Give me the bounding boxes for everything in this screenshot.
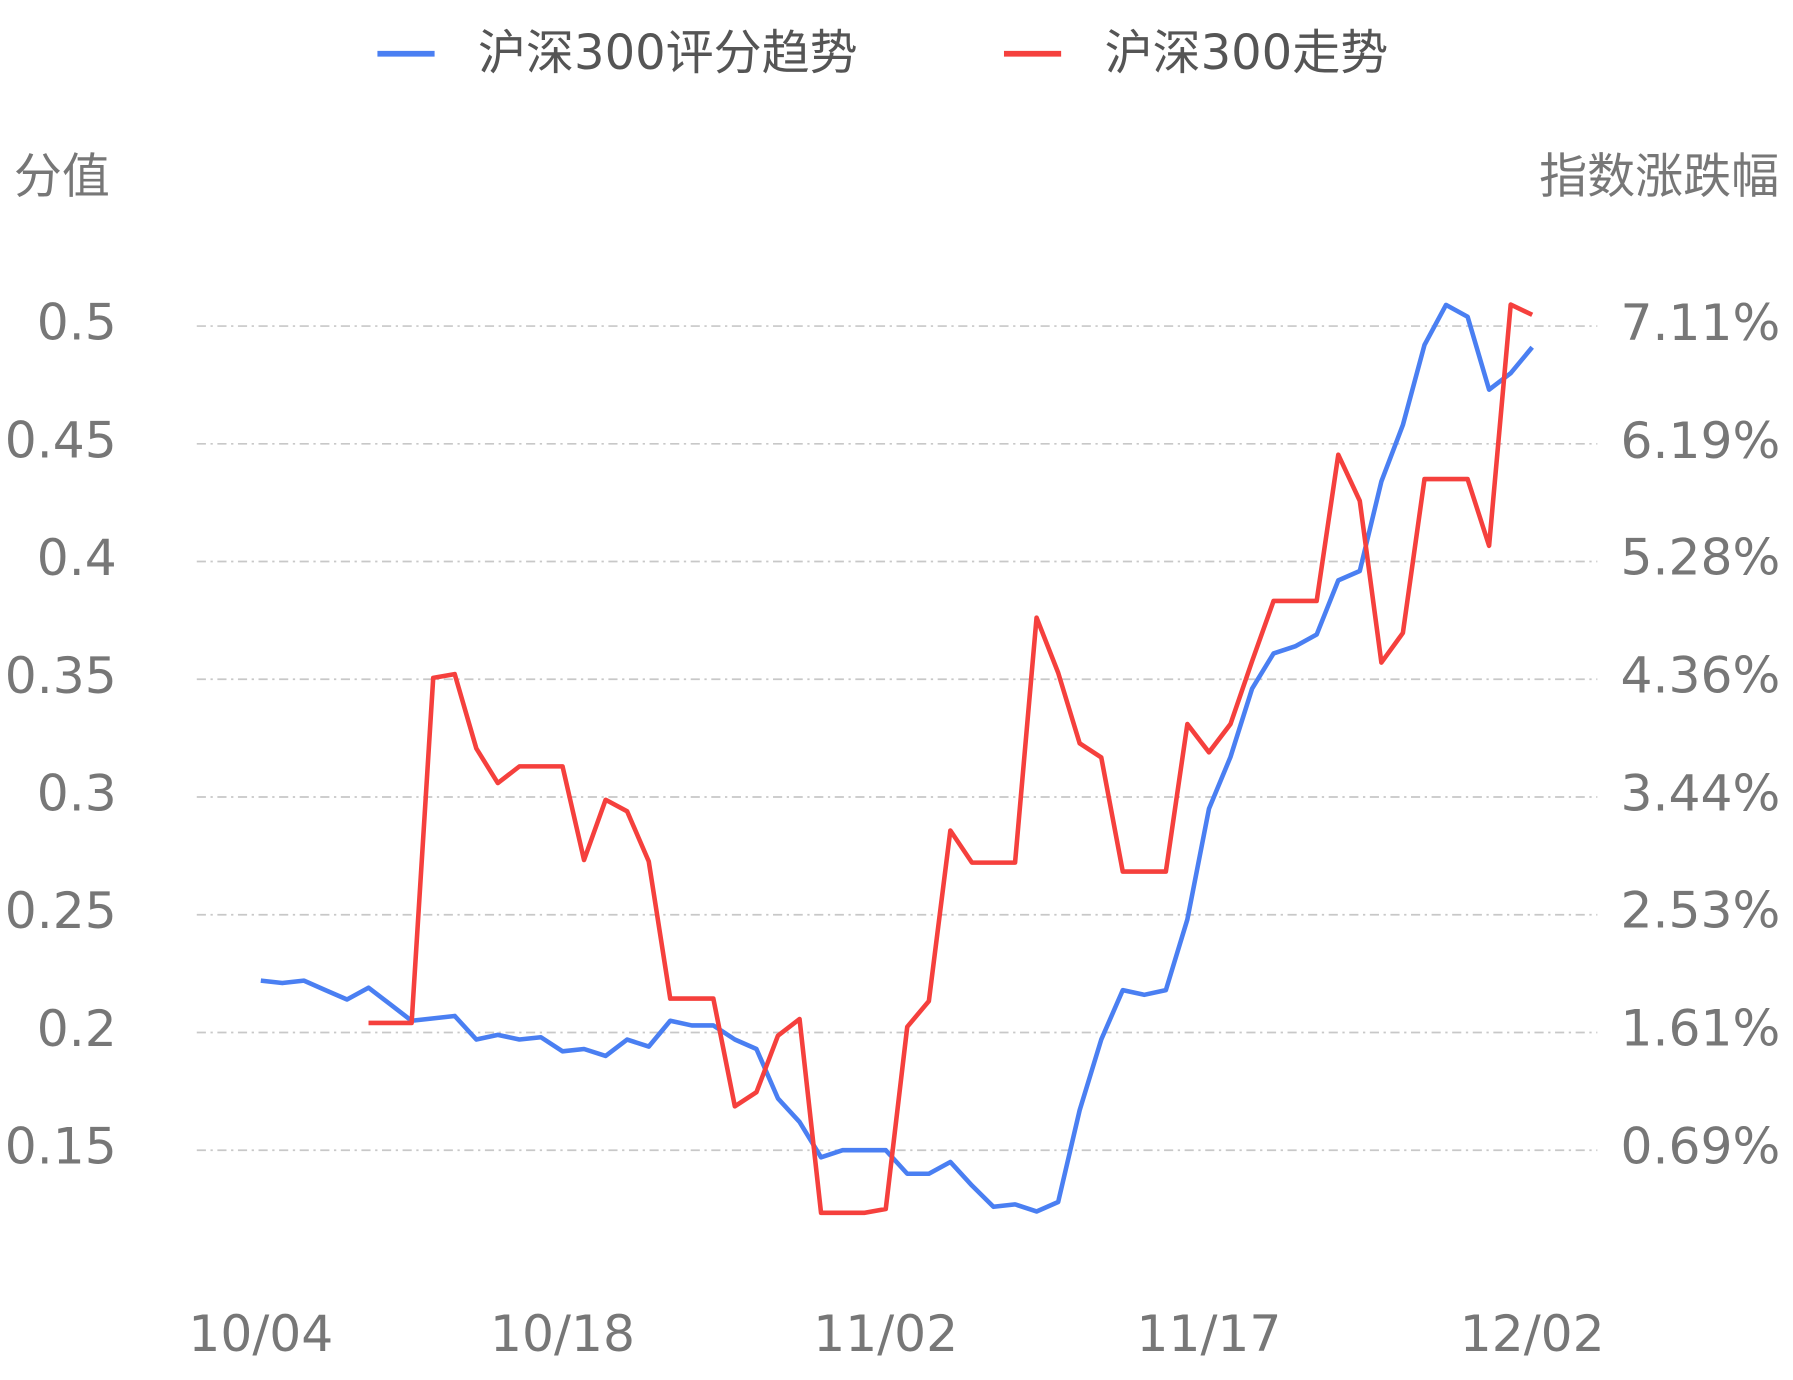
x-tick-label: 10/04	[188, 1304, 333, 1363]
y2-axis-title: 指数涨跌幅	[1539, 149, 1779, 205]
series-line	[260, 302, 1534, 1214]
series-line	[368, 302, 1534, 1216]
y2-tick-label: 6.19%	[1621, 411, 1781, 470]
x-tick-label: 11/02	[813, 1304, 958, 1363]
x-tick-label: 12/02	[1460, 1304, 1605, 1363]
y-axis-title: 分值	[14, 149, 110, 205]
y-tick-label: 0.35	[5, 646, 117, 705]
y-tick-label: 0.3	[37, 764, 117, 823]
y2-tick-label: 1.61%	[1621, 998, 1781, 1057]
y-tick-label: 0.45	[5, 410, 117, 469]
legend-label: 沪深300走势	[1105, 25, 1389, 81]
y2-tick-label: 4.36%	[1621, 646, 1781, 705]
x-tick-label: 10/18	[490, 1304, 635, 1363]
y2-tick-label: 5.28%	[1621, 528, 1781, 587]
y-tick-label: 0.5	[37, 293, 117, 352]
y-tick-label: 0.15	[5, 1117, 117, 1176]
y-tick-label: 0.4	[37, 528, 117, 587]
y2-tick-label: 3.44%	[1621, 764, 1781, 823]
y2-tick-label: 2.53%	[1621, 880, 1781, 939]
legend-label: 沪深300评分趋势	[478, 25, 858, 81]
y-tick-label: 0.25	[5, 881, 117, 940]
y-tick-label: 0.2	[37, 999, 117, 1058]
y2-tick-label: 0.69%	[1621, 1116, 1781, 1175]
y2-tick-label: 7.11%	[1621, 293, 1781, 352]
x-tick-label: 11/17	[1136, 1304, 1281, 1363]
